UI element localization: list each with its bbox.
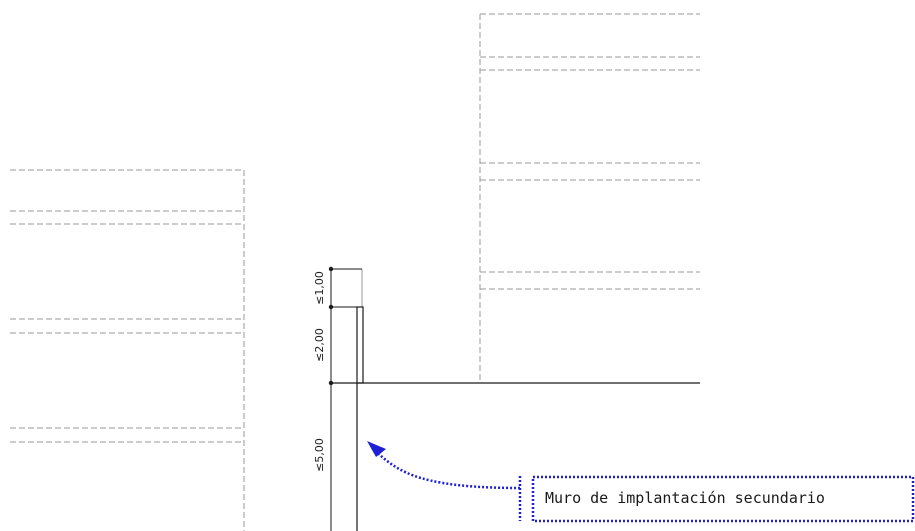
callout: Muro de implantación secundario <box>367 441 915 523</box>
boundary-wall <box>356 269 364 531</box>
callout-frame <box>531 475 915 523</box>
callout-label: Muro de implantación secundario <box>545 489 825 507</box>
dimension-middle-label: ≤2,00 <box>313 328 326 362</box>
dimension-tick <box>328 304 334 310</box>
right-building-outline <box>479 13 700 383</box>
dimension-upper-label: ≤1,00 <box>313 271 326 305</box>
dimension-chain: ≤1,00 ≤2,00 ≤5,00 <box>313 266 362 531</box>
dimension-tick <box>328 380 334 386</box>
dimension-lower-label: ≤5,00 <box>313 438 326 472</box>
wall-upper-section <box>356 306 364 384</box>
dimension-tick <box>328 266 334 272</box>
callout-leader-line <box>371 447 521 490</box>
callout-arrowhead-icon <box>367 441 386 457</box>
left-building-outline <box>10 169 245 531</box>
